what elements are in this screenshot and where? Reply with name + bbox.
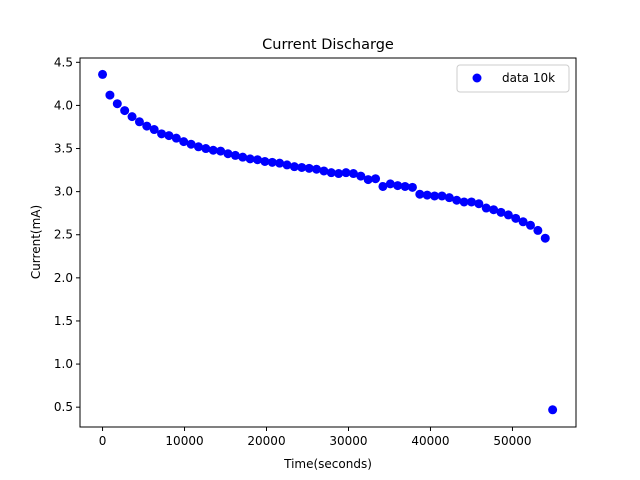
data-point (489, 205, 499, 215)
data-point (149, 125, 159, 135)
data-point (348, 169, 358, 179)
x-tick-label: 40000 (411, 434, 449, 448)
data-point (525, 220, 535, 230)
data-point (304, 163, 314, 173)
data-point (334, 169, 344, 179)
y-tick-label: 4.5 (54, 55, 73, 69)
data-point (275, 158, 285, 168)
data-point (120, 106, 130, 116)
data-point (186, 139, 196, 149)
data-point (518, 217, 528, 227)
data-point (282, 160, 292, 170)
data-point (297, 162, 307, 172)
y-axis-label: Current(mA) (29, 205, 43, 279)
data-point (415, 189, 425, 199)
x-tick-label: 50000 (493, 434, 531, 448)
data-point (341, 168, 351, 178)
data-point (238, 152, 248, 162)
data-point (230, 150, 240, 160)
data-point (105, 90, 115, 100)
y-tick-label: 3.5 (54, 142, 73, 156)
legend-label: data 10k (502, 71, 555, 85)
legend-marker (472, 73, 482, 83)
data-point (98, 69, 108, 79)
data-point (481, 203, 491, 213)
data-point (171, 133, 181, 143)
x-tick-label: 10000 (165, 434, 203, 448)
data-point (356, 171, 366, 181)
x-axis-label: Time(seconds) (283, 457, 372, 471)
data-point (548, 405, 558, 415)
data-point (385, 179, 395, 189)
data-point (371, 174, 381, 184)
data-point (112, 99, 122, 109)
data-point (503, 210, 513, 220)
data-point (127, 112, 137, 122)
data-point (407, 182, 417, 192)
x-tick-label: 20000 (247, 434, 285, 448)
legend-box (456, 64, 570, 93)
data-point (474, 199, 484, 209)
y-tick-label: 1.0 (54, 357, 73, 371)
data-point (216, 146, 226, 156)
data-point (422, 190, 432, 200)
data-point (260, 156, 270, 166)
data-point (312, 164, 322, 174)
y-tick-label: 3.0 (54, 185, 73, 199)
data-point (466, 197, 476, 207)
data-point (208, 145, 218, 155)
axes-frame (79, 57, 577, 428)
data-point (496, 207, 506, 217)
data-point (201, 144, 211, 154)
data-point (142, 121, 152, 131)
data-point (363, 175, 373, 185)
data-point (252, 155, 262, 165)
data-point (540, 233, 550, 243)
data-point (326, 168, 336, 178)
data-point (164, 131, 174, 141)
data-point (134, 117, 144, 127)
x-axis-ticks: 0 10000 20000 30000 40000 50000 (99, 427, 532, 448)
x-tick-label: 0 (99, 434, 107, 448)
data-point (179, 137, 189, 147)
y-axis-ticks: 0.5 1.0 1.5 2.0 2.5 3.0 3.5 4.0 4.5 (54, 55, 80, 414)
data-point (393, 181, 403, 191)
data-point (267, 157, 277, 167)
data-point (511, 213, 521, 223)
y-tick-label: 1.5 (54, 314, 73, 328)
data-point (430, 191, 440, 201)
data-point (452, 195, 462, 205)
data-point (245, 154, 255, 164)
x-tick-label: 30000 (329, 434, 367, 448)
data-point (437, 191, 447, 201)
data-point (444, 193, 454, 203)
data-point (223, 149, 233, 159)
data-point (319, 166, 329, 176)
data-points (98, 69, 558, 415)
y-tick-label: 2.5 (54, 228, 73, 242)
data-point (459, 197, 469, 207)
data-point (193, 142, 203, 152)
data-point (400, 181, 410, 191)
chart-title: Current Discharge (262, 37, 394, 53)
legend: data 10k (456, 64, 570, 93)
data-point (533, 225, 543, 235)
y-tick-label: 2.0 (54, 271, 73, 285)
data-point (289, 162, 299, 172)
data-point (378, 181, 388, 191)
y-tick-label: 4.0 (54, 98, 73, 112)
y-tick-label: 0.5 (54, 400, 73, 414)
data-point (157, 129, 167, 139)
